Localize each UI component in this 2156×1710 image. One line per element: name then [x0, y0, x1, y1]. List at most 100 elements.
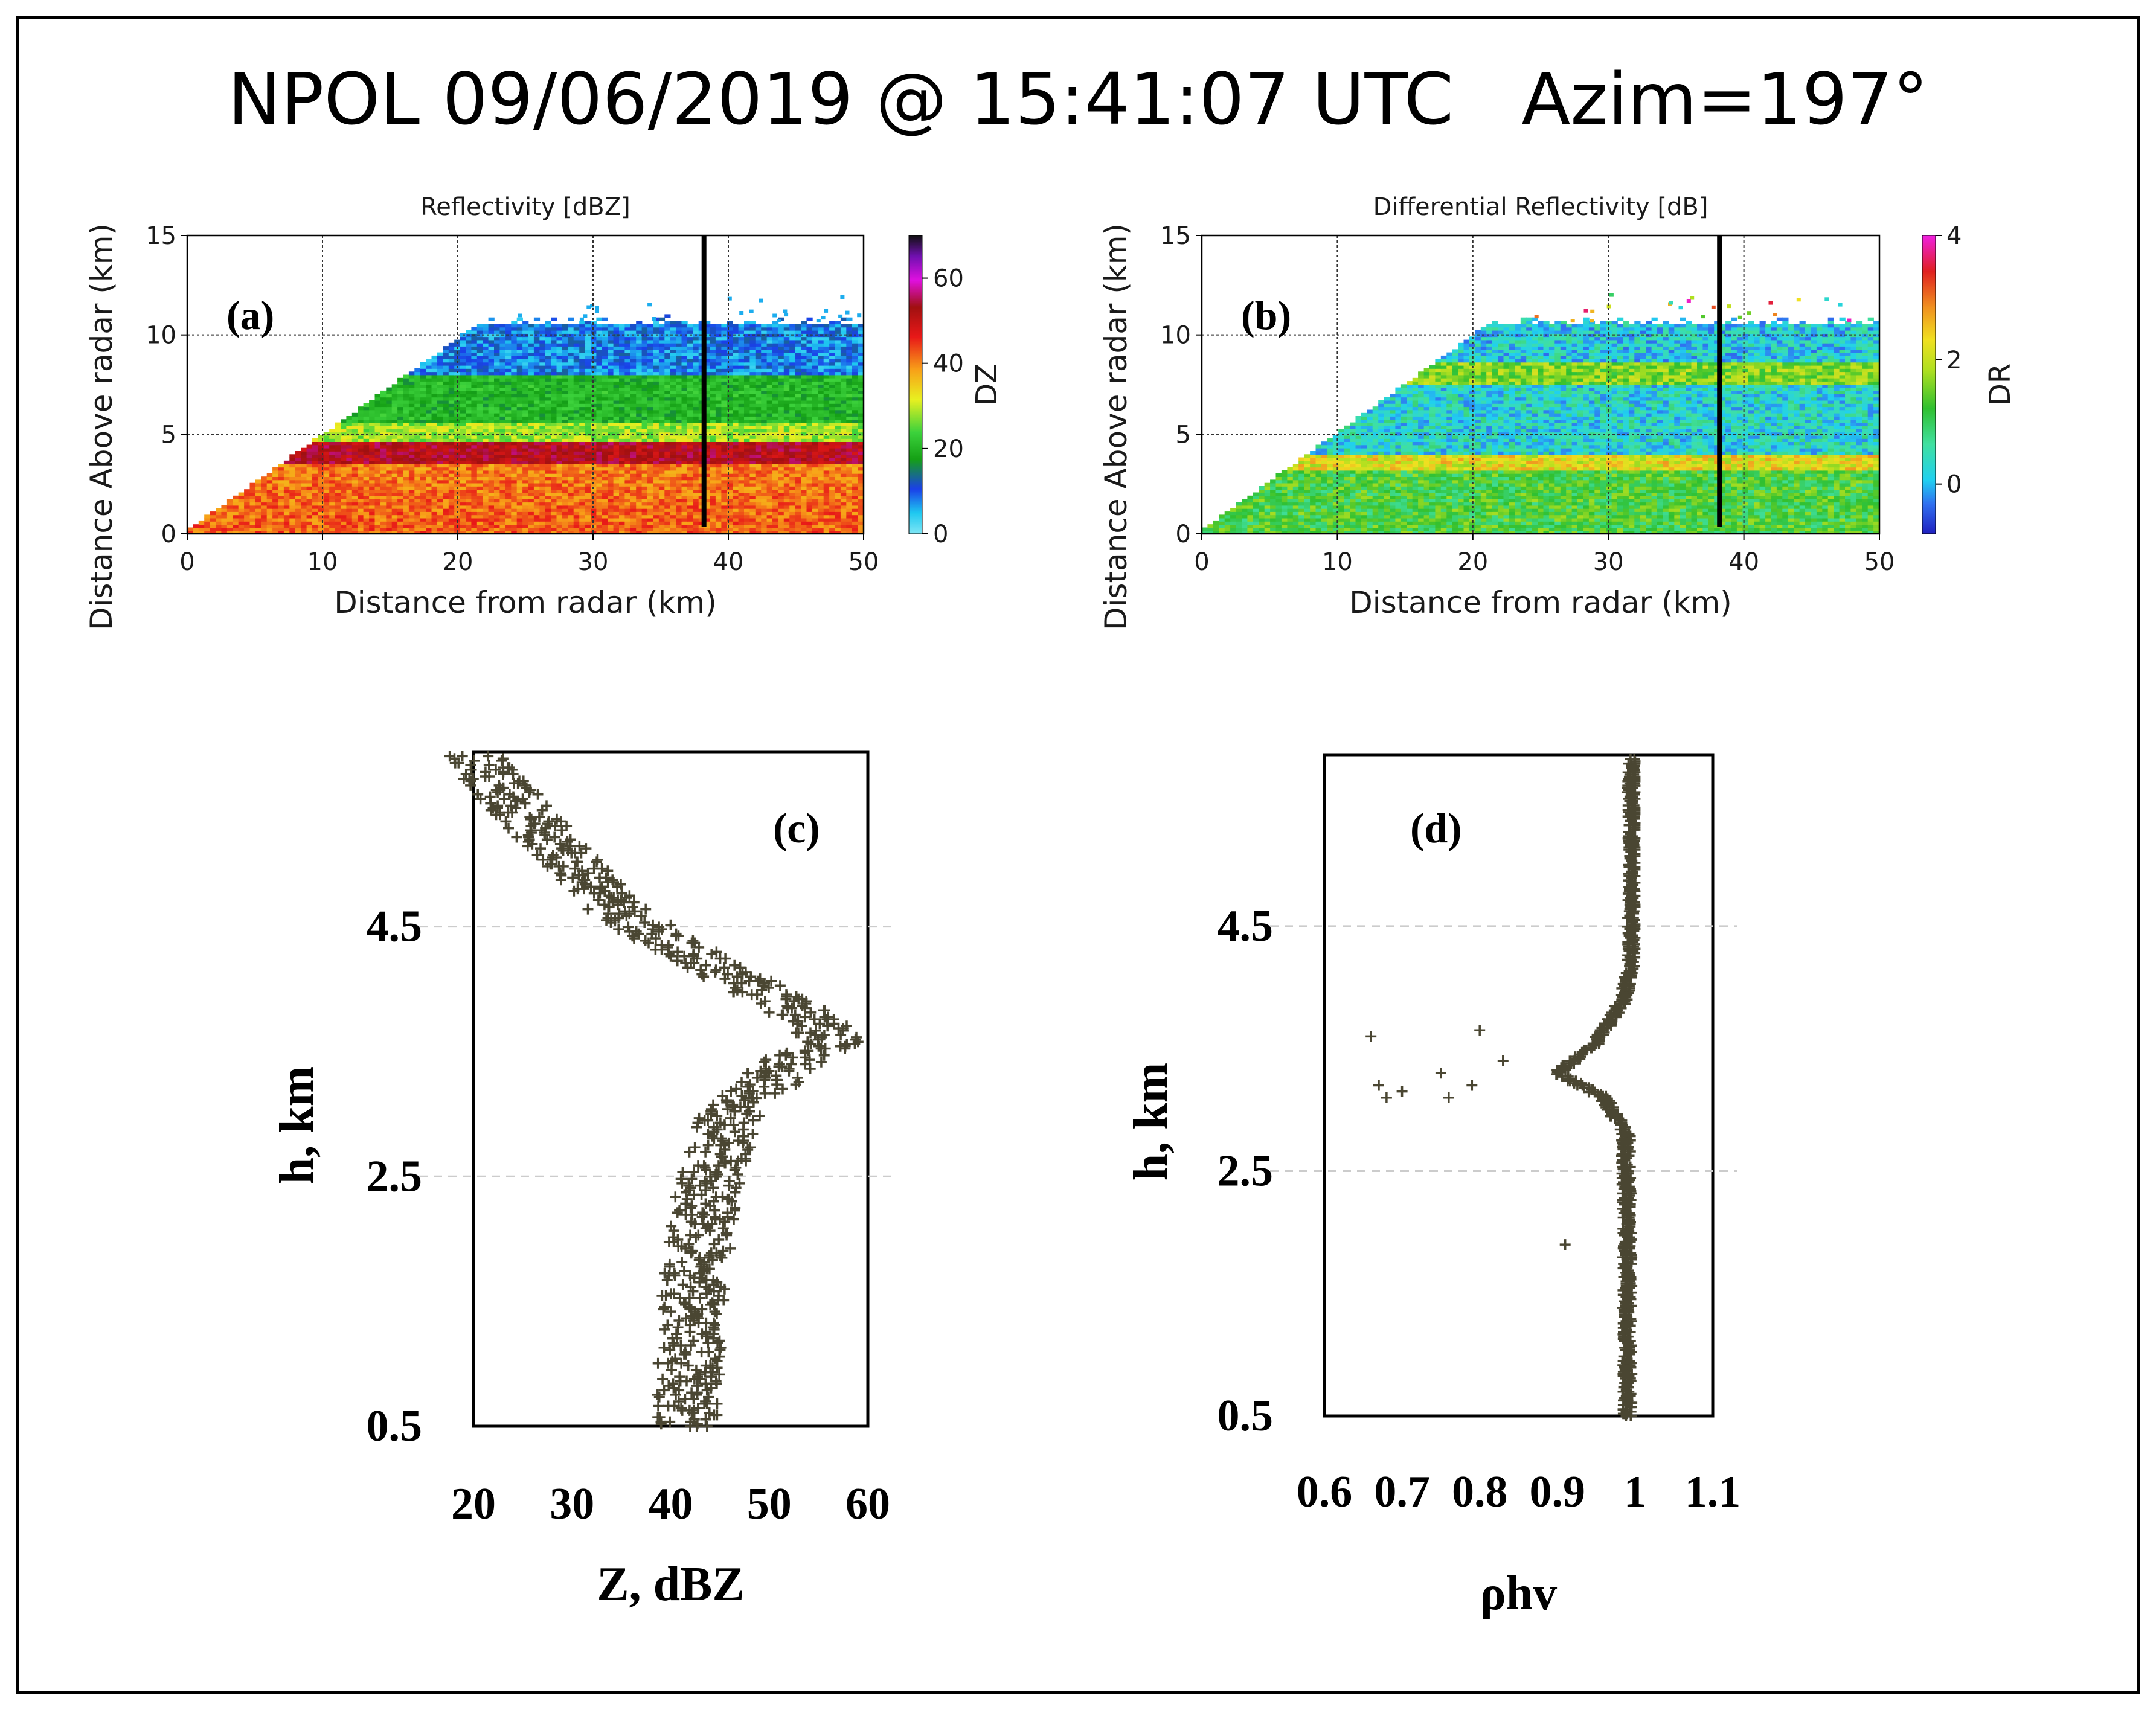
data-point: [763, 1007, 775, 1018]
y-axis-label: h, km: [1125, 1063, 1178, 1181]
data-point: [1435, 1068, 1446, 1079]
data-point: [669, 1267, 680, 1279]
data-point: [654, 1412, 666, 1423]
data-point: [1565, 1073, 1576, 1084]
data-point: [684, 1270, 696, 1281]
panel-label: (c): [773, 805, 820, 852]
data-point: [736, 1090, 748, 1101]
x-tick-label: 20: [451, 1479, 496, 1529]
data-point: [725, 1243, 736, 1254]
data-point: [673, 1385, 685, 1396]
data-point: [565, 834, 576, 845]
data-point: [620, 906, 631, 917]
data-point: [685, 1281, 696, 1293]
data-point: [745, 1142, 756, 1153]
data-point: [723, 1193, 734, 1205]
data-point: [1365, 1031, 1377, 1042]
data-point: [484, 791, 496, 802]
data-point: [551, 813, 562, 825]
data-point: [653, 921, 665, 933]
data-point: [751, 1072, 763, 1083]
data-point: [680, 1209, 691, 1220]
y-tick-label: 10: [146, 322, 176, 350]
data-point: [699, 1209, 710, 1220]
figure-frame: [16, 16, 2140, 1694]
data-point: [693, 1112, 705, 1124]
colorbar-tick-label: 0: [1946, 471, 1962, 499]
data-point: [752, 975, 764, 987]
data-point: [781, 989, 792, 1001]
data-point: [700, 1146, 711, 1158]
data-point: [596, 881, 608, 892]
panel-label: (b): [1241, 292, 1291, 338]
data-point: [666, 1220, 677, 1232]
data-point: [805, 1027, 816, 1039]
data-point: [674, 1371, 685, 1383]
y-tick-label: 5: [1176, 421, 1191, 449]
data-point: [670, 1191, 681, 1203]
data-point: [687, 935, 699, 946]
data-point: [671, 1328, 682, 1340]
x-tick-label: 0.9: [1530, 1467, 1586, 1517]
data-point: [492, 800, 504, 812]
x-tick-label: 20: [1457, 548, 1488, 576]
data-point: [550, 820, 560, 831]
data-point: [799, 1045, 810, 1057]
data-point: [493, 780, 505, 791]
data-point: [660, 1290, 672, 1301]
data-point: [685, 1182, 696, 1194]
data-point: [685, 1304, 697, 1315]
data-point: [663, 1400, 674, 1412]
data-point: [705, 1382, 717, 1394]
data-point: [818, 1049, 830, 1061]
x-tick-label: 50: [849, 548, 879, 576]
data-point: [711, 946, 722, 958]
data-point: [1558, 1060, 1570, 1071]
data-point: [677, 1279, 688, 1290]
y-axis-label: Distance Above radar (km): [1099, 223, 1134, 630]
data-point: [708, 1099, 719, 1110]
data-point: [469, 755, 480, 766]
data-point: [665, 950, 676, 962]
data-point: [613, 924, 624, 935]
x-tick-label: 40: [1728, 548, 1759, 576]
colorbar-b: [1922, 235, 1936, 534]
data-point: [708, 1275, 719, 1286]
y-tick-label: 0: [1176, 520, 1191, 548]
data-point: [659, 1267, 670, 1279]
data-point: [504, 789, 515, 800]
data-point: [711, 1409, 723, 1421]
data-point: [777, 1009, 789, 1020]
data-point: [714, 1117, 726, 1129]
data-point: [600, 872, 612, 883]
data-point: [676, 1403, 687, 1414]
data-point: [819, 1005, 830, 1016]
data-point: [738, 1117, 749, 1129]
colorbar-label: DZ: [970, 363, 1004, 406]
data-point: [628, 897, 640, 908]
data-point: [653, 1400, 664, 1412]
data-point: [702, 1129, 714, 1139]
data-point: [576, 865, 588, 877]
data-point: [675, 1173, 687, 1185]
data-point: [728, 978, 739, 989]
data-point: [734, 1177, 745, 1189]
data-point: [472, 789, 484, 800]
y-tick-label: 2.5: [1218, 1146, 1274, 1196]
y-tick-label: 4.5: [367, 902, 423, 952]
data-point: [815, 1056, 827, 1068]
data-point: [705, 1171, 716, 1182]
data-point: [569, 863, 581, 874]
data-point: [524, 812, 536, 822]
data-point: [557, 860, 569, 872]
data-point: [680, 1299, 691, 1310]
data-point: [707, 1297, 718, 1308]
data-point: [851, 1031, 862, 1043]
data-point: [1466, 1080, 1478, 1091]
data-point: [502, 762, 513, 773]
data-point: [727, 1099, 739, 1110]
data-point: [736, 1077, 747, 1088]
data-point: [731, 984, 743, 996]
data-point: [569, 847, 580, 859]
data-point: [809, 1014, 820, 1025]
